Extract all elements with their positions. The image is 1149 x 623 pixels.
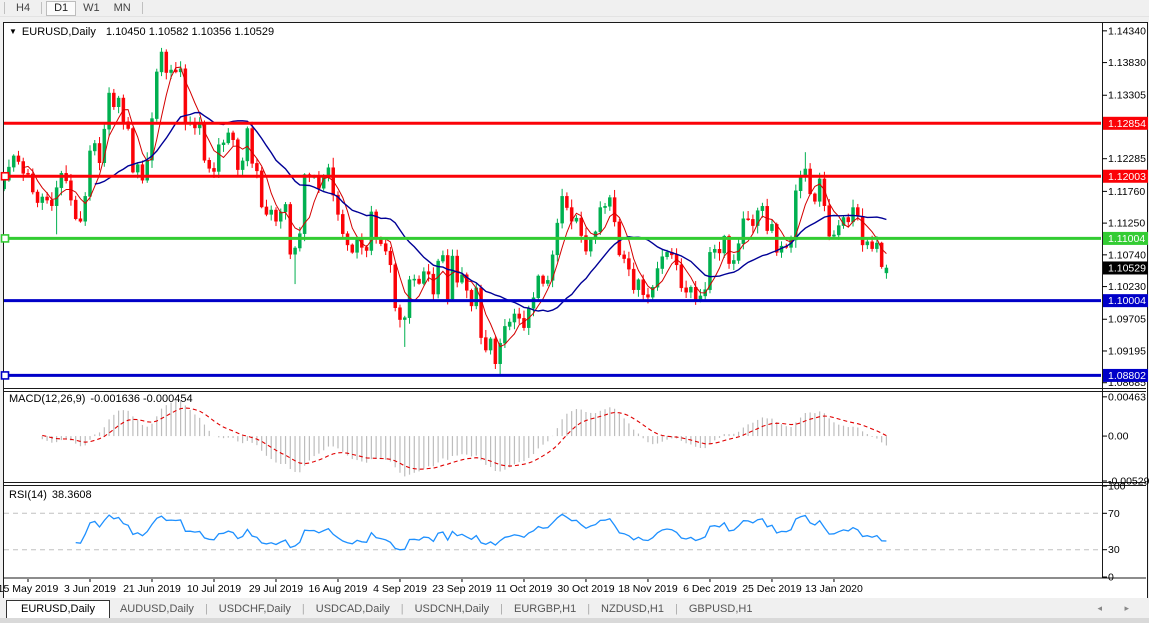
- svg-text:21 Jun 2019: 21 Jun 2019: [123, 583, 181, 595]
- svg-text:25 Dec 2019: 25 Dec 2019: [742, 583, 802, 595]
- window-bottom-edge: [0, 618, 1149, 623]
- svg-text:1.10004: 1.10004: [1108, 295, 1146, 307]
- price-axis[interactable]: 1.14340 1.13830 1.13305 1.12285 1.11760 1.112…: [1102, 25, 1148, 389]
- svg-text:1.12003: 1.12003: [1108, 171, 1146, 183]
- chart-tab-eurgbp[interactable]: EURGBP,H1: [514, 603, 577, 615]
- svg-text:4 Sep 2019: 4 Sep 2019: [373, 583, 427, 595]
- svg-text:16 Aug 2019: 16 Aug 2019: [308, 583, 367, 595]
- svg-text:30: 30: [1108, 544, 1120, 556]
- timeframe-button-h4[interactable]: H4: [16, 1, 31, 14]
- tab-separator: |: [675, 603, 678, 615]
- svg-text:1.13830: 1.13830: [1108, 57, 1146, 69]
- svg-text:11 Oct 2019: 11 Oct 2019: [496, 583, 553, 595]
- macd-pane: [41, 399, 888, 477]
- svg-text:1.11250: 1.11250: [1108, 218, 1145, 230]
- svg-text:1.10740: 1.10740: [1108, 249, 1146, 261]
- svg-text:23 Sep 2019: 23 Sep 2019: [432, 583, 492, 595]
- svg-text:-0.005299: -0.005299: [1108, 475, 1149, 487]
- svg-text:1.10529: 1.10529: [1108, 262, 1146, 274]
- svg-text:1.11004: 1.11004: [1108, 233, 1145, 245]
- svg-text:30 Oct 2019: 30 Oct 2019: [557, 583, 614, 595]
- svg-text:1.10230: 1.10230: [1108, 281, 1146, 293]
- timeframe-button-mn[interactable]: MN: [113, 1, 131, 14]
- svg-text:1.11760: 1.11760: [1108, 186, 1145, 198]
- svg-text:1.14340: 1.14340: [1108, 25, 1146, 37]
- chart-tab-audusd[interactable]: AUDUSD,Daily: [119, 603, 194, 615]
- toolbar-separator: [141, 2, 143, 14]
- tab-separator: |: [301, 603, 305, 615]
- svg-text:3 Jun 2019: 3 Jun 2019: [64, 583, 116, 595]
- toolbar-separator: [4, 2, 5, 14]
- moving-average-5: [23, 66, 887, 348]
- chart-tab-usdcnh[interactable]: USDCNH,Daily: [414, 603, 490, 615]
- date-axis[interactable]: 15 May 2019 3 Jun 2019 21 Jun 2019 10 Jul 2…: [0, 579, 863, 595]
- symbol-tab-bar: EURUSD,Daily AUDUSD,Daily | USDCHF,Daily | US…: [0, 598, 1149, 619]
- rsi-line: [75, 513, 887, 551]
- horizontal-line-1.08802[interactable]: [0, 371, 1102, 380]
- svg-text:29 Jul 2019: 29 Jul 2019: [249, 583, 303, 595]
- svg-text:1.09195: 1.09195: [1108, 345, 1146, 357]
- svg-text:1.12854: 1.12854: [1108, 118, 1146, 130]
- tab-separator: |: [500, 603, 504, 615]
- toolbar-separator: [41, 2, 43, 14]
- svg-text:6 Dec 2019: 6 Dec 2019: [683, 583, 737, 595]
- svg-text:1.08802: 1.08802: [1108, 370, 1146, 382]
- tab-separator: |: [204, 603, 208, 615]
- horizontal-line-1.12003[interactable]: [0, 171, 1102, 181]
- chart-tab-eurusd[interactable]: EURUSD,Daily: [6, 600, 110, 619]
- macd-signal-line: [42, 407, 887, 470]
- chart-tab-gbpusd[interactable]: GBPUSD,H1: [688, 603, 753, 615]
- svg-text:15 May 2019: 15 May 2019: [0, 583, 59, 595]
- svg-text:10 Jul 2019: 10 Jul 2019: [187, 583, 241, 595]
- svg-text:13 Jan 2020: 13 Jan 2020: [805, 583, 863, 595]
- horizontal-line-1.11004[interactable]: [0, 234, 1102, 243]
- svg-text:1.13305: 1.13305: [1108, 90, 1146, 102]
- chart-tab-usdcad[interactable]: USDCAD,Daily: [315, 603, 390, 615]
- chart-tab-usdchf[interactable]: USDCHF,Daily: [218, 603, 291, 615]
- timeframe-button-w1[interactable]: W1: [83, 1, 100, 14]
- tab-separator: |: [587, 603, 591, 615]
- rsi-pane: [4, 512, 1101, 551]
- svg-text:70: 70: [1108, 508, 1120, 520]
- svg-text:0: 0: [1108, 572, 1114, 584]
- svg-text:100: 100: [1108, 481, 1126, 493]
- chart-tab-nzdusd[interactable]: NZDUSD,H1: [601, 603, 664, 615]
- svg-text:1.12285: 1.12285: [1108, 153, 1146, 165]
- tab-scroll-arrows[interactable]: ◂ ▸: [1097, 603, 1139, 613]
- timeframe-toolbar: H4 D1 W1 MN: [0, 0, 1149, 17]
- svg-text:1.09705: 1.09705: [1108, 314, 1146, 326]
- timeframe-button-d1[interactable]: D1: [46, 0, 77, 16]
- svg-text:18 Nov 2019: 18 Nov 2019: [618, 583, 678, 595]
- svg-text:0.00: 0.00: [1108, 431, 1129, 443]
- tab-separator: |: [400, 603, 404, 615]
- svg-text:0.00463: 0.00463: [1108, 391, 1146, 403]
- indicator-axis: 0.00463 0.00 -0.005299100 70 30 0: [1102, 391, 1149, 584]
